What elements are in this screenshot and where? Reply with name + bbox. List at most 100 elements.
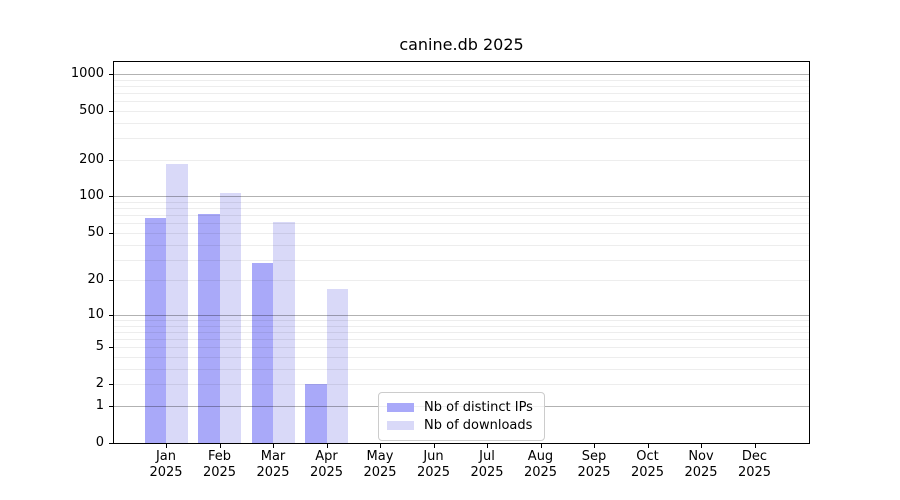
chart-title: canine.db 2025 — [399, 35, 524, 54]
gridline-minor-600 — [114, 101, 809, 103]
y-tick-label-200: 200 — [79, 151, 104, 167]
x-tick-mar — [273, 444, 274, 448]
x-tick-label-mar: Mar 2025 — [241, 449, 305, 481]
x-tick-label-apr: Apr 2025 — [295, 449, 359, 481]
y-tick-label-10: 10 — [87, 306, 104, 322]
y-tick-label-0: 0 — [95, 435, 104, 450]
legend-swatch-icon — [387, 421, 414, 430]
x-tick-year-oct: 2025 — [630, 465, 665, 480]
x-tick-sep — [594, 444, 595, 448]
bar-nb-of-distinct-ips-apr — [305, 384, 327, 443]
gridline-minor-300 — [114, 138, 809, 140]
x-tick-year-jan: 2025 — [149, 465, 183, 480]
bar-nb-of-distinct-ips-mar — [251, 263, 273, 443]
gridline-minor-9 — [114, 320, 809, 321]
x-tick-jun — [433, 444, 435, 448]
x-tick-label-nov: Nov 2025 — [669, 449, 733, 481]
x-tick-year-dec: 2025 — [737, 465, 772, 480]
x-tick-year-nov: 2025 — [684, 465, 718, 480]
y-tick-1000 — [109, 73, 113, 75]
x-tick-year-jun: 2025 — [416, 465, 451, 480]
x-tick-label-jan: Jan 2025 — [134, 449, 198, 481]
y-tick-200 — [109, 159, 113, 161]
y-tick-label-100: 100 — [79, 188, 104, 204]
x-tick-year-apr: 2025 — [309, 465, 344, 480]
x-tick-label-may: May 2025 — [348, 449, 412, 481]
x-tick-jul — [487, 444, 488, 448]
legend-row-nb-of-downloads: Nb of downloads — [387, 417, 535, 434]
bar-nb-of-downloads-mar — [273, 221, 295, 443]
y-tick-label-5: 5 — [95, 339, 104, 355]
legend-row-nb-of-distinct-ips: Nb of distinct IPs — [387, 399, 535, 416]
x-tick-label-sep: Sep 2025 — [562, 449, 626, 481]
gridline-minor-700 — [114, 92, 809, 94]
x-tick-year-mar: 2025 — [256, 465, 290, 480]
bar-nb-of-distinct-ips-feb — [198, 213, 220, 443]
y-tick-label-2: 2 — [95, 376, 104, 392]
gridline-minor-500 — [114, 110, 809, 112]
x-tick-nov — [701, 444, 702, 448]
gridline-minor-800 — [114, 85, 809, 87]
gridline-major-100 — [114, 196, 809, 198]
bar-nb-of-distinct-ips-jan — [144, 217, 166, 443]
gridline-major-10 — [114, 314, 809, 316]
gridline-minor-70 — [114, 215, 809, 217]
y-tick-0 — [109, 443, 113, 444]
bar-nb-of-downloads-apr — [326, 288, 348, 443]
gridline-minor-30 — [114, 259, 809, 261]
gridline-minor-90 — [114, 202, 809, 203]
x-tick-label-jun: Jun 2025 — [402, 449, 466, 481]
x-tick-label-jul: Jul 2025 — [455, 449, 519, 481]
gridline-minor-40 — [114, 244, 809, 246]
y-tick-500 — [109, 110, 113, 112]
x-tick-year-sep: 2025 — [577, 465, 611, 480]
bars-layer — [114, 62, 809, 443]
gridline-minor-8 — [114, 325, 809, 327]
x-tick-jan — [166, 444, 167, 448]
x-tick-label-aug: Aug 2025 — [509, 449, 573, 481]
x-tick-dec — [754, 444, 756, 448]
y-tick-label-20: 20 — [87, 272, 104, 288]
y-tick-label-1: 1 — [95, 398, 104, 413]
plot-area — [113, 61, 810, 444]
gridline-minor-3 — [114, 368, 809, 370]
gridline-major-1000 — [114, 73, 809, 75]
x-tick-may — [380, 444, 381, 448]
y-tick-label-50: 50 — [87, 224, 104, 240]
gridline-minor-400 — [114, 122, 809, 124]
bar-nb-of-downloads-jan — [166, 164, 188, 443]
legend: Nb of distinct IPs Nb of downloads — [378, 392, 545, 441]
gridline-minor-60 — [114, 223, 809, 225]
x-tick-label-feb: Feb 2025 — [188, 449, 252, 481]
x-tick-oct — [647, 444, 649, 448]
y-tick-1 — [109, 406, 113, 407]
gridline-minor-200 — [114, 159, 809, 161]
gridline-minor-2 — [114, 384, 809, 386]
y-tick-50 — [109, 232, 113, 234]
legend-label: Nb of distinct IPs — [424, 399, 533, 415]
x-tick-label-dec: Dec 2025 — [723, 449, 787, 481]
y-tick-label-500: 500 — [79, 102, 104, 118]
bar-nb-of-downloads-feb — [219, 193, 241, 443]
x-tick-aug — [540, 444, 542, 448]
grid-layer — [114, 62, 809, 443]
gridline-minor-80 — [114, 208, 809, 210]
y-tick-100 — [109, 196, 113, 198]
x-tick-year-feb: 2025 — [202, 465, 237, 480]
gridline-minor-50 — [114, 232, 809, 234]
x-tick-label-oct: Oct 2025 — [616, 449, 680, 481]
x-tick-feb — [219, 444, 221, 448]
gridline-minor-7 — [114, 331, 809, 333]
x-tick-apr — [326, 444, 328, 448]
gridline-minor-4 — [114, 357, 809, 358]
y-tick-2 — [109, 384, 113, 386]
gridline-minor-900 — [114, 79, 809, 81]
gridline-minor-5 — [114, 347, 809, 349]
y-tick-10 — [109, 314, 113, 316]
x-tick-year-aug: 2025 — [523, 465, 558, 480]
gridline-minor-6 — [114, 339, 809, 340]
y-tick-5 — [109, 347, 113, 349]
x-tick-year-jul: 2025 — [470, 465, 504, 480]
y-tick-20 — [109, 280, 113, 282]
